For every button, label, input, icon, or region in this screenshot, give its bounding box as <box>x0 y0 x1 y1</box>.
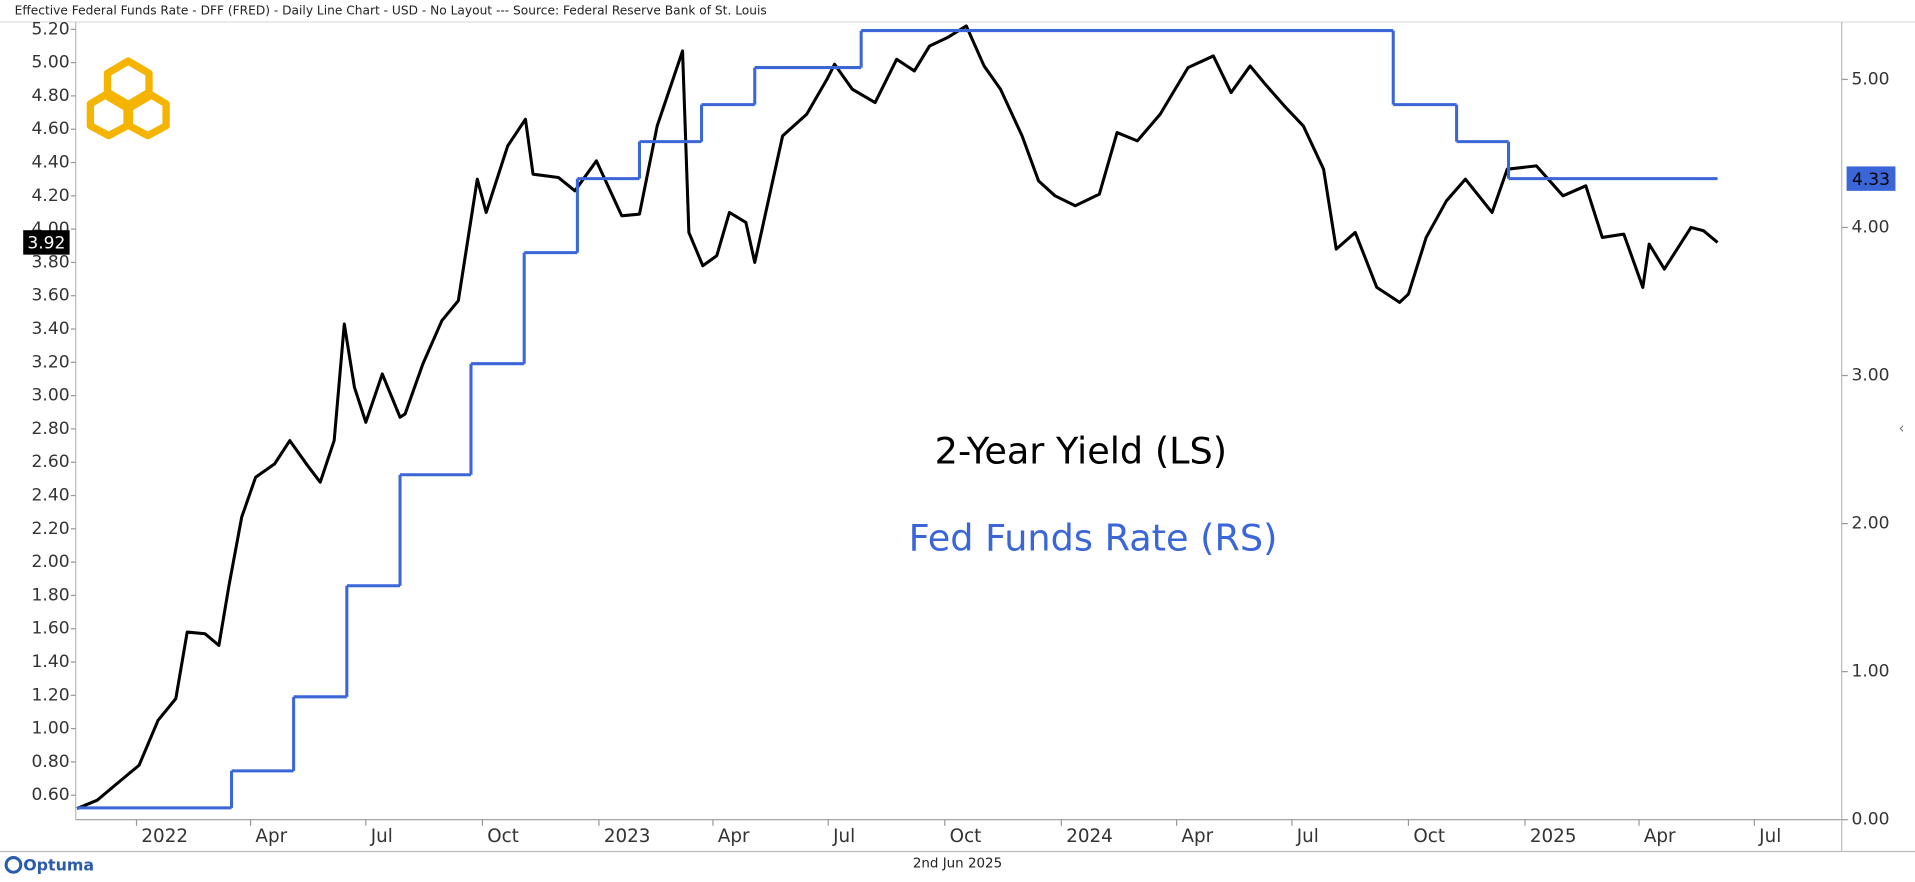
x-tick-label: Jul <box>832 826 855 847</box>
x-tick-label: Oct <box>487 826 519 847</box>
x-tick-label: Oct <box>1413 826 1445 847</box>
y-tick-label: 1.60 <box>32 619 70 639</box>
y-tick-label: 0.80 <box>32 752 70 772</box>
y2-tick-label: 3.00 <box>1851 366 1889 386</box>
y-tick-label: 2.00 <box>32 552 70 572</box>
y-tick-label: 1.80 <box>32 585 70 605</box>
series-label: Fed Funds Rate (RS) <box>909 516 1278 559</box>
last-value-label: 3.92 <box>27 234 65 254</box>
last-value-label: 4.33 <box>1852 170 1890 190</box>
y-tick-label: 2.60 <box>32 452 70 472</box>
plot-area <box>76 24 1719 810</box>
y-tick-label: 4.20 <box>32 186 70 206</box>
x-tick-label: Jul <box>1758 826 1781 847</box>
y2-tick-label: 0.00 <box>1851 810 1889 830</box>
x-tick-label: Apr <box>255 826 287 847</box>
y-tick-label: 3.00 <box>32 386 70 406</box>
y-tick-label: 4.60 <box>32 119 70 139</box>
y-tick-label: 2.40 <box>32 486 70 506</box>
line <box>76 24 1719 810</box>
y-tick-label: 3.80 <box>32 252 70 272</box>
y-tick-label: 1.40 <box>32 652 70 672</box>
brand: Optuma <box>4 856 94 875</box>
y-tick-label: 3.60 <box>32 286 70 306</box>
x-tick-label: 2024 <box>1066 826 1113 847</box>
y-tick-label: 0.60 <box>32 785 70 805</box>
y2-tick-label: 2.00 <box>1851 514 1889 534</box>
series-label: 2-Year Yield (LS) <box>935 430 1227 473</box>
x-tick-label: 2023 <box>604 826 651 847</box>
y2-tick-label: 4.00 <box>1851 217 1889 237</box>
last-value-box <box>23 230 70 255</box>
x-tick-label: 2022 <box>141 826 188 847</box>
y-tick-label: 4.40 <box>32 153 70 173</box>
y-tick-label: 2.20 <box>32 519 70 539</box>
logo <box>86 57 170 140</box>
y-tick-label: 5.20 <box>32 19 70 39</box>
y-tick-label: 3.40 <box>32 319 70 339</box>
y-tick-label: 5.00 <box>32 53 70 73</box>
brand-name: Optuma <box>23 856 94 875</box>
last-value-box <box>1846 166 1896 191</box>
y2-tick-label: 1.00 <box>1851 662 1889 682</box>
date-label: 2nd Jun 2025 <box>913 857 1002 872</box>
y-tick-label: 2.80 <box>32 419 70 439</box>
x-tick-label: Jul <box>370 826 393 847</box>
x-tick-label: Jul <box>1296 826 1319 847</box>
y-tick-label: 3.20 <box>32 352 70 372</box>
x-tick-label: 2025 <box>1530 826 1577 847</box>
collapse-button[interactable]: ‹ <box>1899 420 1905 437</box>
y2-tick-label: 5.00 <box>1851 69 1889 89</box>
x-tick-label: Apr <box>718 826 750 847</box>
x-tick-label: Oct <box>950 826 982 847</box>
y-tick-label: 1.20 <box>32 685 70 705</box>
chart-title: Effective Federal Funds Rate - DFF (FRED… <box>15 3 767 17</box>
x-tick-label: Apr <box>1182 826 1214 847</box>
y-tick-label: 1.00 <box>32 719 70 739</box>
x-tick-label: Apr <box>1644 826 1676 847</box>
y-tick-label: 4.80 <box>32 86 70 106</box>
